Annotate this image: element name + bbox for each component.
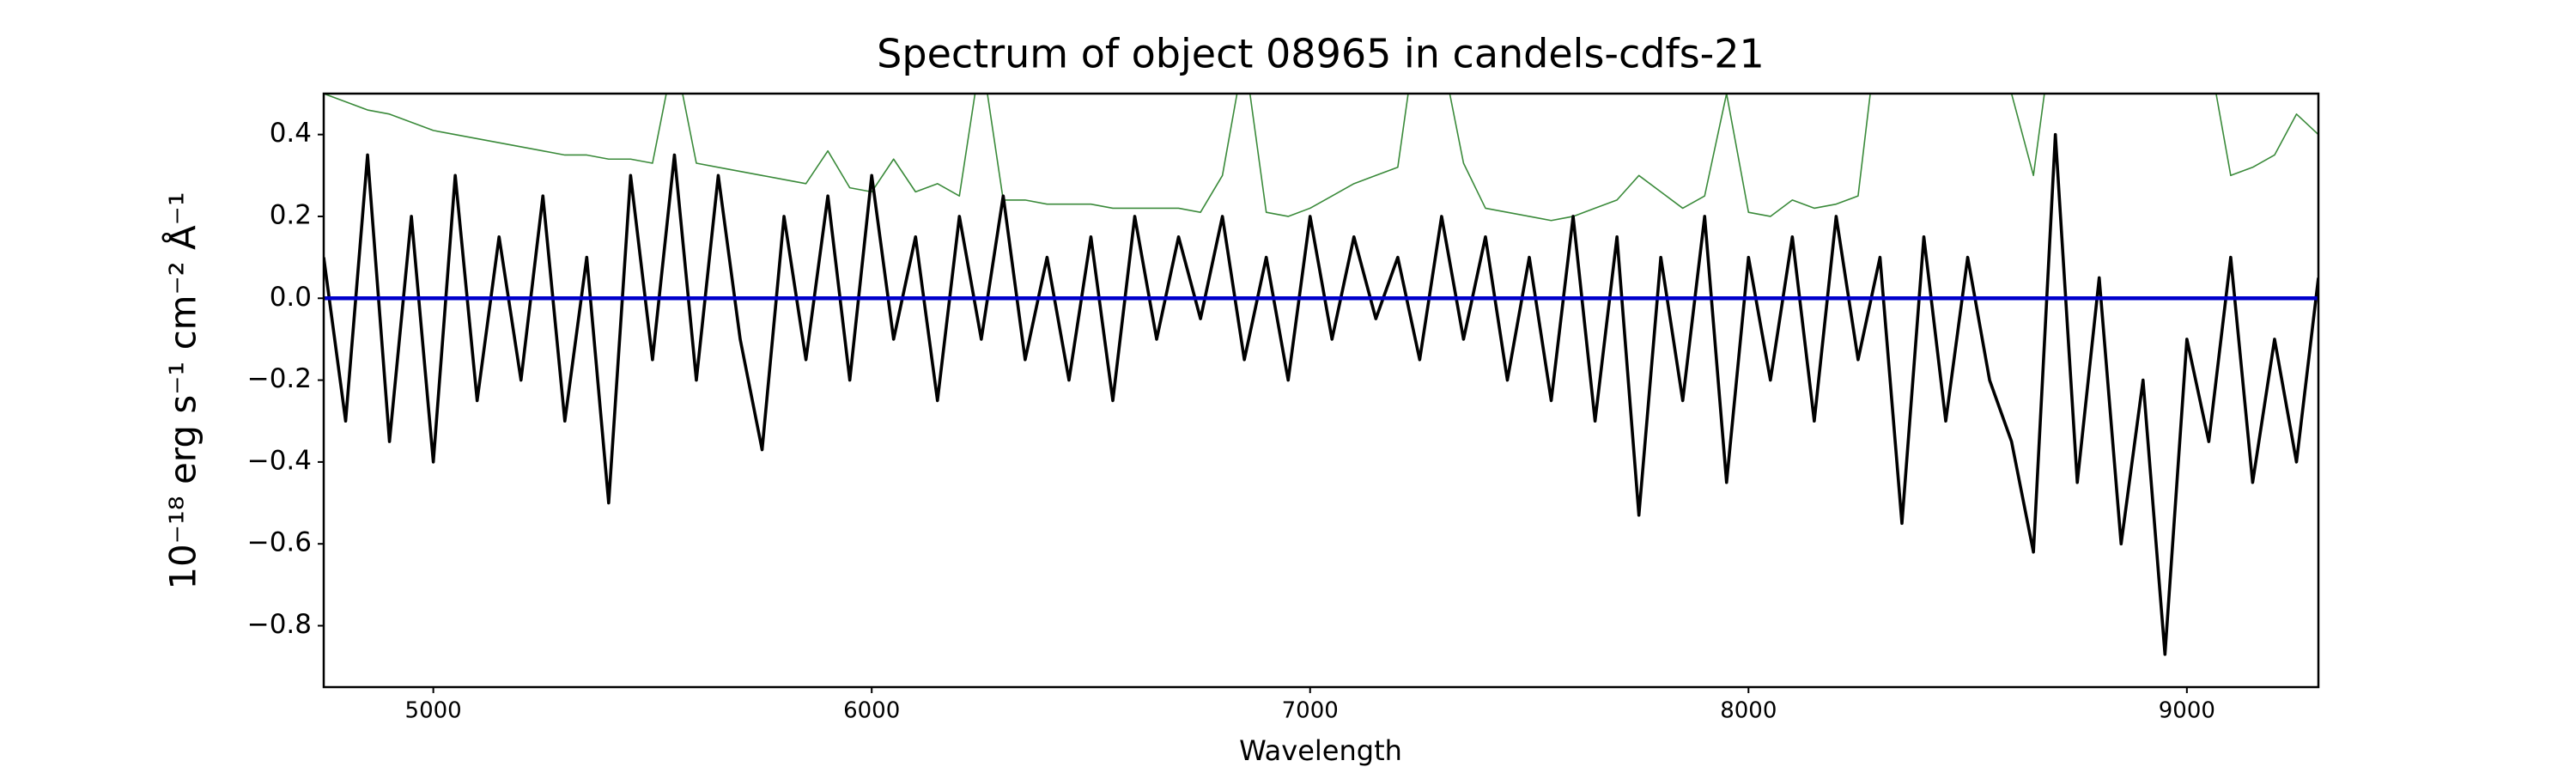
y-axis-label: 10⁻¹⁸ erg s⁻¹ cm⁻² Å⁻¹ bbox=[161, 192, 204, 589]
y-tick-label: 0.2 bbox=[270, 199, 312, 230]
x-tick-label: 8000 bbox=[1720, 698, 1777, 724]
y-tick-label: −0.8 bbox=[247, 609, 312, 640]
plot-area bbox=[324, 94, 2318, 656]
x-axis-label: Wavelength bbox=[1239, 734, 1402, 767]
y-tick-label: 0.0 bbox=[270, 282, 312, 313]
spectrum-line bbox=[324, 94, 2318, 222]
x-tick-label: 5000 bbox=[405, 698, 462, 724]
y-tick-label: 0.4 bbox=[270, 118, 312, 149]
x-tick-label: 9000 bbox=[2159, 698, 2215, 724]
y-tick-label: −0.2 bbox=[247, 363, 312, 394]
y-tick-label: −0.4 bbox=[247, 445, 312, 476]
x-tick-label: 7000 bbox=[1282, 698, 1339, 724]
plot-frame bbox=[322, 92, 2320, 689]
x-tick-label: 6000 bbox=[843, 698, 900, 724]
spectrum-line bbox=[324, 132, 2318, 656]
y-tick-label: −0.6 bbox=[247, 527, 312, 558]
chart-title: Spectrum of object 08965 in candels-cdfs… bbox=[877, 31, 1765, 77]
